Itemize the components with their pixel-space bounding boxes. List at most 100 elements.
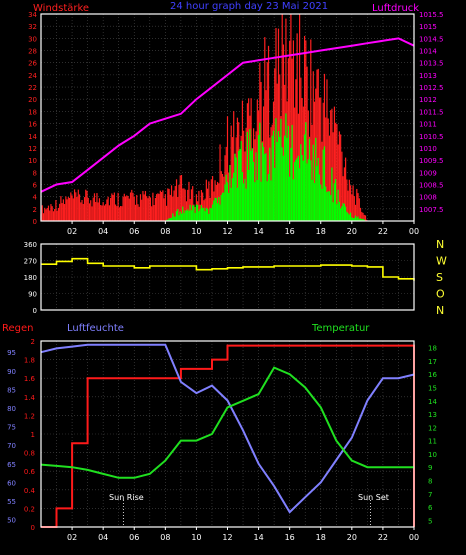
pressure-line xyxy=(40,37,415,193)
humidity-tick-label: 60 xyxy=(7,479,16,487)
pressure-tick-label: 1011 xyxy=(419,121,437,129)
wind-tick-label: 0 xyxy=(33,218,37,226)
x-tick-label: 08 xyxy=(160,227,170,236)
temperature-tick-label: 5 xyxy=(428,517,432,525)
x-tick-label: 06 xyxy=(129,227,139,236)
x-tick-label: 02 xyxy=(67,227,77,236)
wind-tick-label: 2 xyxy=(33,206,37,214)
x-tick-label: 14 xyxy=(253,227,263,236)
wind-tick-label: 30 xyxy=(28,35,37,43)
direction-tick-label: 180 xyxy=(24,274,37,282)
x-tick-label: 16 xyxy=(285,227,295,236)
rain-tick-label: 1.4 xyxy=(24,394,36,402)
pressure-tick-label: 1009.5 xyxy=(419,157,444,165)
temperature-tick-label: 8 xyxy=(428,478,432,486)
direction-tick-label: 360 xyxy=(24,241,37,249)
wind-tick-label: 34 xyxy=(28,11,37,19)
temperature-tick-label: 17 xyxy=(428,358,437,366)
rain-tick-label: 0.2 xyxy=(24,505,35,513)
pressure-tick-label: 1010.5 xyxy=(419,133,444,141)
temperature-tick-label: 10 xyxy=(428,451,437,459)
x-tick-label: 20 xyxy=(347,227,357,236)
humidity-tick-label: 65 xyxy=(7,461,16,469)
rain-tick-label: 0 xyxy=(31,524,35,532)
temperature-tick-label: 12 xyxy=(428,424,437,432)
pressure-tick-label: 1013.5 xyxy=(419,60,444,68)
x-tick-label: 10 xyxy=(191,533,201,542)
wind-tick-label: 24 xyxy=(28,72,37,80)
wind-tick-label: 8 xyxy=(33,169,37,177)
rain-tick-label: 0.8 xyxy=(24,450,35,458)
pressure-axis-label: Luftdruck xyxy=(372,3,419,14)
direction-tick-label: 0 xyxy=(33,307,37,315)
x-tick-label: 02 xyxy=(67,533,77,542)
x-tick-label: 04 xyxy=(98,533,108,542)
rain-axis-label: Regen xyxy=(2,323,34,334)
x-tick-label: 12 xyxy=(222,227,232,236)
temperature-tick-label: 14 xyxy=(428,398,437,406)
compass-label: N xyxy=(436,238,444,251)
humidity-tick-label: 90 xyxy=(7,368,16,376)
pressure-tick-label: 1008.5 xyxy=(419,181,444,189)
x-tick-label: 16 xyxy=(285,533,295,542)
wind-tick-label: 10 xyxy=(28,157,37,165)
compass-label: W xyxy=(436,255,447,268)
x-tick-label: 04 xyxy=(98,227,108,236)
rain-tick-label: 0.6 xyxy=(24,468,36,476)
rain-tick-label: 1 xyxy=(31,431,35,439)
x-tick-label: 22 xyxy=(378,533,388,542)
rain-tick-label: 1.6 xyxy=(24,375,36,383)
wind-tick-label: 16 xyxy=(28,121,37,129)
x-tick-label: 20 xyxy=(347,533,357,542)
wind-tick-label: 32 xyxy=(28,23,37,31)
pressure-tick-label: 1012.5 xyxy=(419,84,444,92)
temperature-tick-label: 16 xyxy=(428,371,437,379)
wind-tick-label: 6 xyxy=(33,181,38,189)
wind-tick-label: 26 xyxy=(28,60,37,68)
pressure-tick-label: 1014.5 xyxy=(419,35,444,43)
temperature-tick-label: 6 xyxy=(428,504,433,512)
direction-panel-frame xyxy=(40,243,415,311)
x-tick-label: 10 xyxy=(191,227,201,236)
humidity-tick-label: 80 xyxy=(7,405,16,413)
pressure-tick-label: 1013 xyxy=(419,72,437,80)
temperature-line xyxy=(40,366,414,479)
x-tick-label: 06 xyxy=(129,533,139,542)
temperature-tick-label: 18 xyxy=(428,345,437,353)
wind-axis-label: Windstärke xyxy=(33,3,89,14)
compass-label: O xyxy=(436,288,445,301)
pressure-tick-label: 1011.5 xyxy=(419,108,444,116)
rain-line xyxy=(41,344,415,528)
rain-tick-label: 0.4 xyxy=(24,487,36,495)
x-tick-label: 12 xyxy=(222,533,232,542)
direction-tick-label: 270 xyxy=(24,258,37,266)
temperature-tick-label: 9 xyxy=(428,464,432,472)
humidity-tick-label: 70 xyxy=(7,442,16,450)
temperature-tick-label: 13 xyxy=(428,411,437,419)
humidity-tick-label: 75 xyxy=(7,424,16,432)
wind-direction-line xyxy=(41,257,415,281)
x-tick-label: 14 xyxy=(253,533,263,542)
x-tick-label: 22 xyxy=(378,227,388,236)
x-tick-label: 18 xyxy=(316,533,326,542)
pressure-tick-label: 1015.5 xyxy=(419,11,444,19)
temperature-axis-label: Temperatur xyxy=(311,323,370,334)
wind-tick-label: 14 xyxy=(28,133,37,141)
compass-label: S xyxy=(436,271,443,284)
wind-tick-label: 18 xyxy=(28,108,37,116)
pressure-tick-label: 1012 xyxy=(419,96,437,104)
wind-tick-label: 4 xyxy=(33,194,38,202)
rain-tick-label: 1.8 xyxy=(24,357,35,365)
x-tick-label: 08 xyxy=(160,533,170,542)
wind-tick-label: 22 xyxy=(28,84,37,92)
temperature-tick-label: 15 xyxy=(428,385,437,393)
chart-title: 24 hour graph day 23 Mai 2021 xyxy=(170,1,328,12)
wind-tick-label: 20 xyxy=(28,96,37,104)
wind-tick-label: 28 xyxy=(28,48,37,56)
pressure-tick-label: 1010 xyxy=(419,145,437,153)
humidity-tick-label: 55 xyxy=(7,498,16,506)
sun-marker-label: Sun Rise xyxy=(109,493,144,502)
pressure-tick-label: 1007.5 xyxy=(419,206,444,214)
x-tick-label: 18 xyxy=(316,227,326,236)
